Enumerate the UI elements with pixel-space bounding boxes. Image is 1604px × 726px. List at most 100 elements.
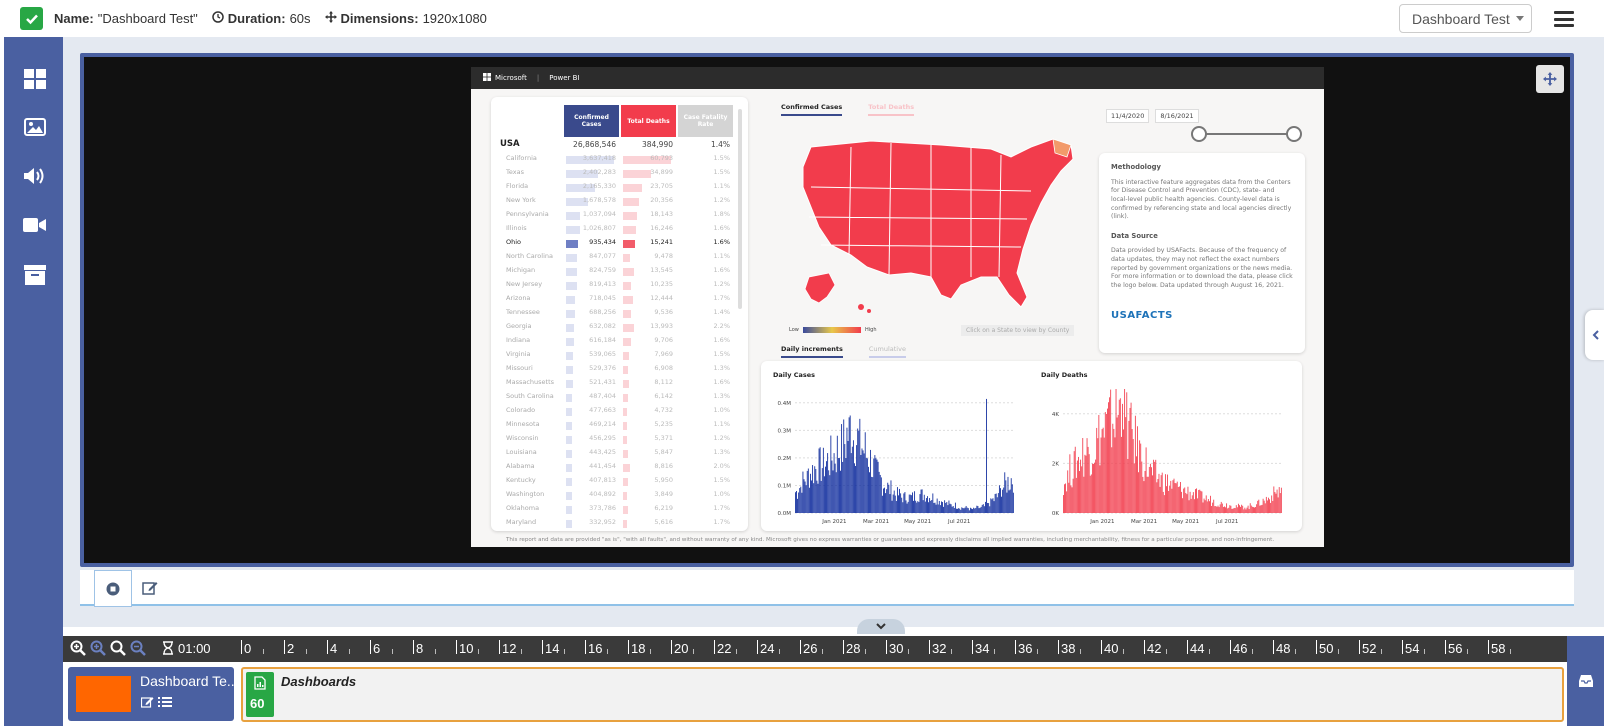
daily-cases-chart[interactable]: 0.0M 0.1M 0.2M 0.3M 0.4M Jan 2021 Mar 2021 May …	[769, 383, 1024, 529]
chart-bar	[1157, 479, 1159, 513]
deaths-bar	[623, 408, 627, 416]
state-cases: 373,786	[564, 504, 619, 514]
chart-bar	[1100, 437, 1102, 513]
ruler-minor-tick	[778, 649, 780, 654]
state-cases: 1,037,094	[564, 210, 619, 220]
zoom-reset-icon[interactable]	[110, 640, 126, 656]
chart-bar	[1105, 413, 1107, 513]
state-cases: 477,663	[564, 406, 619, 416]
usafacts-logo[interactable]: USAFACTS	[1111, 309, 1173, 321]
powerbi-label: Power BI	[549, 74, 580, 82]
hamburger-menu-icon[interactable]	[1554, 11, 1574, 27]
y-tick-label: 0.2M	[778, 456, 792, 462]
chart-bar	[947, 505, 949, 513]
table-row[interactable]: Illinois 1,026,807 16,246 1.6%	[496, 221, 746, 235]
table-row[interactable]: Louisiana 443,425 5,847 1.3%	[496, 445, 746, 459]
chart-bar	[1138, 472, 1140, 513]
table-row[interactable]: South Carolina 487,404 6,142 1.3%	[496, 389, 746, 403]
table-row[interactable]: Wisconsin 456,295 5,371 1.2%	[496, 431, 746, 445]
table-row[interactable]: Massachusetts 521,431 8,112 1.6%	[496, 375, 746, 389]
table-row[interactable]: Washington 404,892 3,849 1.0%	[496, 487, 746, 501]
table-row[interactable]: Oklahoma 373,786 6,219 1.7%	[496, 501, 746, 515]
edit-button[interactable]	[140, 578, 160, 598]
timeline-ruler[interactable]: 0 2 4 6 8 10 12 14 16 18 20 22 24 26 28 30 32 34 36 38 40 42 4…	[241, 636, 1567, 662]
video-icon[interactable]	[23, 213, 47, 237]
date-slider[interactable]	[1191, 126, 1302, 142]
chart-bar	[1073, 451, 1075, 513]
table-row[interactable]: Georgia 632,082 13,993 2.2%	[496, 319, 746, 333]
grid-icon[interactable]	[23, 67, 47, 91]
zoom-in-icon[interactable]	[70, 640, 86, 656]
col-total-deaths[interactable]: Total Deaths	[621, 105, 676, 137]
chart-bar	[1093, 463, 1094, 513]
table-row[interactable]: Kentucky 407,813 5,950 1.5%	[496, 473, 746, 487]
tab-confirmed-cases[interactable]: Confirmed Cases	[781, 103, 843, 116]
timeline-clip[interactable]: 60 Dashboards	[241, 667, 1564, 722]
collapse-timeline-button[interactable]	[857, 619, 905, 634]
chart-bar	[1244, 507, 1246, 513]
chart-bar	[828, 470, 830, 513]
table-row[interactable]: Ohio 935,434 15,241 1.6%	[496, 235, 746, 249]
table-row[interactable]: North Carolina 847,077 9,478 1.1%	[496, 249, 746, 263]
us-map[interactable]	[791, 127, 1081, 317]
audio-icon[interactable]	[23, 164, 47, 188]
table-row-usa[interactable]: USA 26,868,546 384,990 1.4%	[496, 137, 746, 151]
chart-bar	[903, 493, 905, 513]
table-row[interactable]: Florida 2,165,330 23,705 1.1%	[496, 179, 746, 193]
edit-icon[interactable]	[141, 696, 154, 708]
list-icon[interactable]	[158, 696, 172, 708]
stop-button[interactable]	[94, 570, 132, 607]
daily-deaths-chart[interactable]: 0K 2K 4K Jan 2021 Mar 2021 May 2021 Jul 2021	[1037, 383, 1292, 529]
table-row[interactable]: Texas 2,402,283 34,899 1.5%	[496, 165, 746, 179]
table-scrollbar[interactable]	[738, 109, 742, 309]
table-row[interactable]: California 3,637,418 60,793 1.5%	[496, 151, 746, 165]
move-stage-icon[interactable]	[1536, 65, 1564, 93]
table-row[interactable]: Indiana 616,184 9,706 1.6%	[496, 333, 746, 347]
ruler-tick	[585, 640, 586, 654]
chart-bar	[797, 498, 799, 513]
layer-item[interactable]: Dashboard Te...	[68, 667, 239, 721]
table-row[interactable]: Michigan 824,759 13,545 1.6%	[496, 263, 746, 277]
chart-bar	[951, 506, 953, 513]
cases-bar	[566, 254, 578, 262]
tab-total-deaths[interactable]: Total Deaths	[868, 103, 915, 116]
slider-start-handle[interactable]	[1191, 126, 1207, 142]
date-to-input[interactable]: 8/16/2021	[1155, 109, 1199, 123]
table-row[interactable]: Missouri 529,376 6,908 1.3%	[496, 361, 746, 375]
table-row[interactable]: Maryland 332,952 5,616 1.7%	[496, 515, 746, 529]
layer-color-swatch[interactable]	[76, 676, 131, 712]
state-deaths: 23,705	[621, 182, 676, 192]
chart-bar	[1158, 473, 1160, 513]
date-from-input[interactable]: 11/4/2020	[1106, 109, 1150, 123]
table-row[interactable]: New York 1,678,578 20,356 1.2%	[496, 193, 746, 207]
table-row[interactable]: Alabama 441,454 8,816 2.0%	[496, 459, 746, 473]
col-confirmed-cases[interactable]: Confirmed Cases	[564, 105, 619, 137]
table-row[interactable]: Tennessee 688,256 9,536 1.4%	[496, 305, 746, 319]
archive-icon[interactable]	[23, 263, 47, 287]
chart-bar	[1159, 486, 1161, 513]
table-row[interactable]: New Jersey 819,413 10,235 1.2%	[496, 277, 746, 291]
project-dropdown[interactable]: Dashboard Test	[1399, 4, 1532, 33]
ruler-minor-tick	[477, 649, 479, 654]
chart-bar	[1197, 498, 1199, 513]
slider-end-handle[interactable]	[1286, 126, 1302, 142]
zoom-out-icon[interactable]	[130, 640, 146, 656]
table-row[interactable]: Arizona 718,045 12,444 1.7%	[496, 291, 746, 305]
chart-bar	[800, 486, 802, 513]
state-deaths: 5,371	[621, 434, 676, 444]
image-icon[interactable]	[23, 115, 47, 139]
cases-value: 469,214	[589, 420, 616, 428]
chart-bar	[884, 487, 885, 513]
tab-daily-increments[interactable]: Daily increments	[781, 345, 843, 358]
zoom-in-disabled-icon[interactable]	[90, 640, 106, 656]
table-row[interactable]: Virginia 539,065 7,969 1.5%	[496, 347, 746, 361]
col-case-fatality-rate[interactable]: Case Fatality Rate	[678, 105, 733, 137]
tab-cumulative[interactable]: Cumulative	[868, 345, 906, 358]
table-row[interactable]: Colorado 477,663 4,732 1.0%	[496, 403, 746, 417]
timeline-side-panel[interactable]	[1567, 636, 1604, 726]
table-row[interactable]: Minnesota 469,214 5,235 1.1%	[496, 417, 746, 431]
chart-bar	[1072, 478, 1074, 513]
right-panel-toggle[interactable]	[1585, 310, 1604, 360]
chart-bar	[958, 508, 960, 513]
table-row[interactable]: Pennsylvania 1,037,094 18,143 1.8%	[496, 207, 746, 221]
